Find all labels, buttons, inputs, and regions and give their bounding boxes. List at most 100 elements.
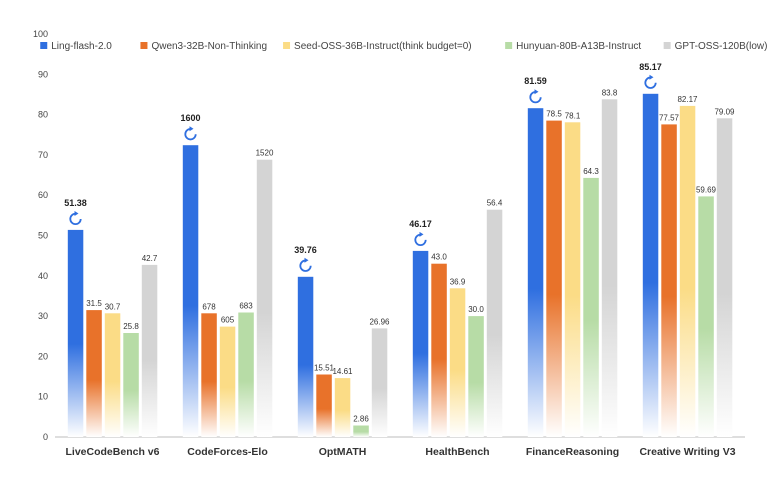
bar-hunyuan-80b-a13b-instruct-livecodebench-v6 — [123, 333, 139, 437]
data-label-hunyuan-80b-a13b-instruct-codeforces-elo: 683 — [239, 301, 253, 310]
y-tick-label: 10 — [38, 392, 48, 402]
legend-swatch — [663, 42, 671, 49]
data-label-qwen3-32b-non-thinking-financereasoning: 78.5 — [546, 110, 562, 119]
legend: Ling-flash-2.0 Qwen3-32B-Non-Thinking Seed… — [40, 41, 767, 52]
bar-ling-flash-2-0-financereasoning — [527, 108, 544, 437]
bar-seed-oss-36b-instruct-think-budget-0-codeforces-elo — [219, 326, 236, 437]
data-label-seed-oss-36b-instruct-think-budget-0-healthbench: 36.9 — [450, 277, 466, 286]
legend-item-gpt-oss-120b-low: GPT-OSS-120B(low) — [663, 41, 768, 52]
data-label-gpt-oss-120b-low-healthbench: 56.4 — [487, 199, 503, 208]
y-tick-label: 40 — [38, 271, 48, 281]
legend-label: GPT-OSS-120B(low) — [675, 41, 768, 52]
y-tick-label: 80 — [38, 110, 48, 120]
y-axis: 0 10 20 30 40 50 60 70 80 90 100 — [33, 29, 745, 442]
data-label-ling-flash-2-0-creative-writing-v3: 85.17 — [639, 62, 662, 72]
legend-label: Qwen3-32B-Non-Thinking — [151, 41, 267, 52]
category-label-optmath: OptMATH — [319, 446, 367, 458]
bar-seed-oss-36b-instruct-think-budget-0-creative-writing-v3 — [679, 105, 696, 438]
bar-gpt-oss-120b-low-financereasoning — [601, 99, 618, 438]
data-label-gpt-oss-120b-low-creative-writing-v3: 79.09 — [714, 107, 735, 116]
bar-hunyuan-80b-a13b-instruct-creative-writing-v3 — [698, 196, 714, 437]
bar-qwen3-32b-non-thinking-financereasoning — [546, 120, 562, 437]
data-label-gpt-oss-120b-low-codeforces-elo: 1520 — [256, 149, 274, 158]
bar-seed-oss-36b-instruct-think-budget-0-healthbench — [449, 288, 466, 437]
data-label-hunyuan-80b-a13b-instruct-financereasoning: 64.3 — [583, 167, 599, 176]
y-tick-label: 70 — [38, 150, 48, 160]
ling-logo-icon — [529, 89, 542, 104]
category-label-healthbench: HealthBench — [425, 446, 489, 458]
ling-logo-icon — [644, 74, 657, 89]
data-label-ling-flash-2-0-financereasoning: 81.59 — [524, 76, 547, 86]
data-label-gpt-oss-120b-low-optmath: 26.96 — [369, 317, 390, 326]
bar-ling-flash-2-0-livecodebench-v6 — [67, 229, 84, 437]
category-label-livecodebench-v6: LiveCodeBench v6 — [66, 446, 160, 458]
legend-swatch — [505, 42, 513, 49]
bar-ling-flash-2-0-codeforces-elo — [182, 145, 199, 437]
bar-ling-flash-2-0-optmath — [297, 276, 314, 437]
bar-seed-oss-36b-instruct-think-budget-0-livecodebench-v6 — [104, 313, 121, 437]
ling-logo-icon — [184, 126, 197, 141]
category-label-codeforces-elo: CodeForces-Elo — [187, 446, 268, 458]
legend-item-qwen3-32b-non-thinking: Qwen3-32B-Non-Thinking — [140, 41, 267, 52]
data-label-seed-oss-36b-instruct-think-budget-0-livecodebench-v6: 30.7 — [105, 302, 121, 311]
data-label-qwen3-32b-non-thinking-optmath: 15.51 — [314, 363, 335, 372]
legend-swatch — [140, 42, 148, 49]
legend-item-hunyuan-80b-a13b-instruct: Hunyuan-80B-A13B-Instruct — [505, 41, 641, 52]
data-label-gpt-oss-120b-low-livecodebench-v6: 42.7 — [142, 254, 158, 263]
bar-ling-flash-2-0-healthbench — [412, 250, 429, 437]
legend-swatch — [40, 42, 48, 49]
legend-label: Hunyuan-80B-A13B-Instruct — [516, 41, 641, 52]
category-label-creative-writing-v3: Creative Writing V3 — [639, 446, 735, 458]
category-label-financereasoning: FinanceReasoning — [526, 446, 619, 458]
bar-hunyuan-80b-a13b-instruct-codeforces-elo — [238, 312, 254, 437]
data-label-seed-oss-36b-instruct-think-budget-0-codeforces-elo: 605 — [221, 316, 235, 325]
data-label-qwen3-32b-non-thinking-livecodebench-v6: 31.5 — [86, 299, 102, 308]
y-tick-label: 50 — [38, 231, 48, 241]
data-label-ling-flash-2-0-healthbench: 46.17 — [409, 219, 432, 229]
bar-gpt-oss-120b-low-codeforces-elo — [256, 159, 273, 437]
bar-ling-flash-2-0-creative-writing-v3 — [642, 93, 659, 438]
bar-seed-oss-36b-instruct-think-budget-0-optmath — [334, 378, 351, 437]
data-label-seed-oss-36b-instruct-think-budget-0-creative-writing-v3: 82.17 — [677, 95, 698, 104]
bar-hunyuan-80b-a13b-instruct-optmath — [353, 425, 369, 437]
y-tick-label: 20 — [38, 351, 48, 361]
bar-gpt-oss-120b-low-creative-writing-v3 — [716, 118, 733, 438]
data-label-seed-oss-36b-instruct-think-budget-0-financereasoning: 78.1 — [565, 111, 581, 120]
y-tick-label: 30 — [38, 311, 48, 321]
x-axis: LiveCodeBench v6 CodeForces-Elo OptMATH Hea… — [66, 446, 736, 458]
data-label-ling-flash-2-0-optmath: 39.76 — [294, 245, 317, 255]
bar-qwen3-32b-non-thinking-livecodebench-v6 — [86, 310, 102, 437]
bars — [67, 93, 733, 438]
data-label-qwen3-32b-non-thinking-creative-writing-v3: 77.57 — [659, 113, 680, 122]
ling-logo-icon — [414, 231, 427, 247]
y-tick-label: 60 — [38, 190, 48, 200]
data-label-hunyuan-80b-a13b-instruct-livecodebench-v6: 25.8 — [123, 322, 139, 331]
bar-gpt-oss-120b-low-optmath — [371, 328, 388, 437]
bar-gpt-oss-120b-low-healthbench — [486, 209, 503, 437]
bar-hunyuan-80b-a13b-instruct-financereasoning — [583, 177, 599, 437]
legend-item-seed-oss-36b-instruct-think-budget-0: Seed-OSS-36B-Instruct(think budget=0) — [283, 41, 472, 52]
legend-label: Ling-flash-2.0 — [51, 41, 112, 52]
data-label-gpt-oss-120b-low-financereasoning: 83.8 — [602, 88, 618, 97]
data-label-qwen3-32b-non-thinking-healthbench: 43.0 — [431, 253, 447, 262]
data-label-ling-flash-2-0-codeforces-elo: 1600 — [180, 113, 200, 123]
data-label-qwen3-32b-non-thinking-codeforces-elo: 678 — [202, 302, 216, 311]
y-tick-label: 90 — [38, 69, 48, 79]
legend-label: Seed-OSS-36B-Instruct(think budget=0) — [294, 41, 472, 52]
bar-qwen3-32b-non-thinking-codeforces-elo — [201, 313, 217, 437]
data-labels: 51.38 31.5 30.7 25.8 42.7 1600 678 605 683 1520 39… — [64, 62, 735, 424]
data-label-hunyuan-80b-a13b-instruct-healthbench: 30.0 — [468, 305, 484, 314]
bar-hunyuan-80b-a13b-instruct-healthbench — [468, 316, 484, 437]
bar-qwen3-32b-non-thinking-healthbench — [431, 263, 447, 437]
data-label-ling-flash-2-0-livecodebench-v6: 51.38 — [64, 198, 87, 208]
data-label-hunyuan-80b-a13b-instruct-optmath: 2.86 — [353, 414, 369, 423]
y-tick-label: 0 — [43, 432, 48, 442]
bar-gpt-oss-120b-low-livecodebench-v6 — [141, 264, 158, 437]
data-label-hunyuan-80b-a13b-instruct-creative-writing-v3: 59.69 — [696, 185, 717, 194]
data-label-seed-oss-36b-instruct-think-budget-0-optmath: 14.61 — [332, 367, 353, 376]
legend-swatch — [283, 42, 291, 49]
y-tick-label: 100 — [33, 29, 48, 39]
legend-item-ling-flash-2-0: Ling-flash-2.0 — [40, 41, 112, 52]
bar-qwen3-32b-non-thinking-creative-writing-v3 — [661, 124, 677, 438]
